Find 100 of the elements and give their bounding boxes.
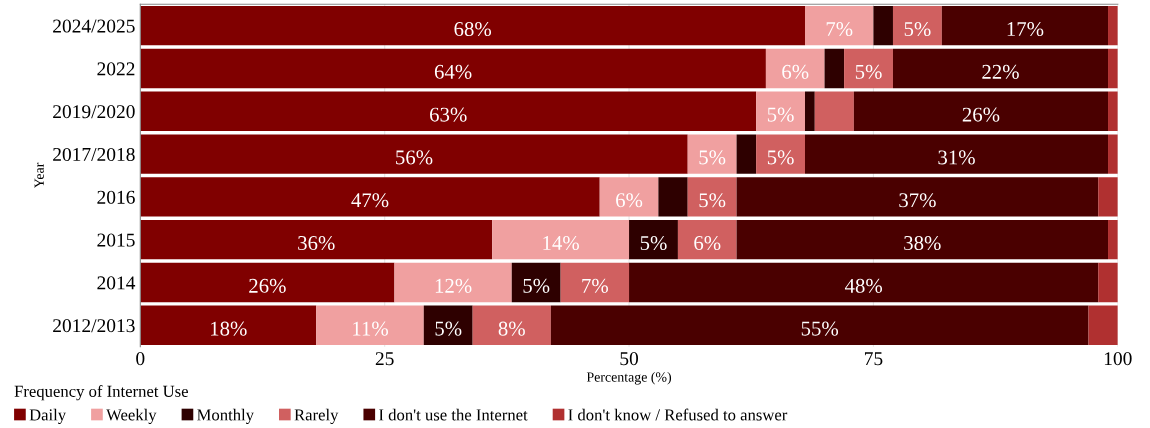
legend-label: I don't use the Internet [379,408,528,421]
legend-label: I don't know / Refused to answer [568,408,788,421]
data-label: 5% [699,150,726,165]
bar [550,305,1089,345]
bar [1108,219,1118,260]
bar [140,219,493,260]
x-tick-label: 75 [864,352,883,366]
bar [756,134,805,174]
bar [1108,5,1118,46]
bar [1088,305,1118,345]
y-axis-title: Year [34,162,44,189]
data-label: 64% [434,64,472,79]
data-label: 5% [523,278,550,293]
y-tick-label: 2015 [97,233,135,247]
legend-label: Monthly [197,408,254,424]
data-label: 5% [767,150,794,165]
bar [687,134,737,174]
y-tick-label: 2022 [97,62,135,76]
bar [805,134,1109,174]
data-label: 18% [211,321,247,336]
data-label: 26% [962,107,1000,122]
data-label: 5% [904,21,931,37]
bar [472,305,551,345]
y-tick-label: 2019/2020 [53,105,135,119]
data-label: 47% [351,193,389,208]
data-label: 68% [454,21,492,37]
data-label: 55% [801,321,839,336]
bar [1108,48,1118,89]
data-label: 7% [826,21,853,37]
x-axis-title: Percentage (%) [586,371,672,385]
data-label: 31% [938,150,975,165]
x-tick-label: 50 [620,352,639,366]
bar [677,219,737,260]
data-label: 5% [435,321,462,336]
legend-label: Rarely [294,408,339,424]
bar [756,91,805,131]
y-tick-label: 2024/2025 [53,19,135,33]
data-label: 5% [699,193,726,208]
bar [511,262,561,303]
x-tick-label: 0 [136,352,145,366]
y-tick-label: 2014 [97,276,136,290]
bar [892,5,942,46]
legend-label: Weekly [106,408,157,424]
bar [599,177,659,217]
data-label: 17% [1007,21,1044,37]
data-label: 6% [616,193,643,208]
bar [1098,262,1118,303]
bar [423,305,473,345]
bar [873,5,893,46]
bar [140,134,688,174]
data-label: 14% [543,235,580,251]
bar [765,48,825,89]
bar [1108,134,1118,174]
bar [140,5,805,46]
bar [140,91,757,131]
bar [844,48,893,89]
legend-title: Frequency of Internet Use [14,385,188,401]
y-tick-label: 2012/2013 [53,319,135,333]
bar [629,262,1099,303]
bar [140,177,600,217]
bar [629,219,678,260]
data-label: 11% [353,321,389,336]
data-label: 7% [582,278,609,293]
data-label: 12% [435,278,472,293]
bar [736,219,1109,260]
data-label: 5% [767,107,794,122]
bar [736,177,1099,217]
data-label: 38% [904,235,941,251]
data-label: 5% [855,64,882,79]
data-label: 22% [982,64,1019,79]
y-tick-label: 2016 [97,190,135,204]
bar [492,219,630,260]
y-tick-label: 2017/2018 [53,147,135,162]
data-label: 8% [498,321,525,336]
bar [805,5,874,46]
bar [1098,177,1118,217]
bar [560,262,630,303]
bar [140,48,766,89]
data-label: 63% [430,107,467,122]
x-tick-label: 25 [375,352,394,366]
bar [853,91,1109,131]
data-label: 37% [899,193,936,208]
bar [941,5,1109,46]
bar [140,305,317,345]
data-label: 56% [396,150,433,165]
bar [805,91,815,131]
bar [394,262,512,303]
bar [824,48,845,89]
data-label: 6% [694,235,721,251]
x-tick-label: 100 [1104,352,1132,366]
bar [140,262,395,303]
bar [658,177,688,217]
bar [316,305,424,345]
data-label: 6% [782,64,809,79]
bar [687,177,737,217]
legend-label: Daily [29,408,67,424]
data-label: 26% [249,278,286,293]
bar [892,48,1109,89]
data-label: 5% [640,235,667,251]
data-label: 36% [298,235,335,251]
